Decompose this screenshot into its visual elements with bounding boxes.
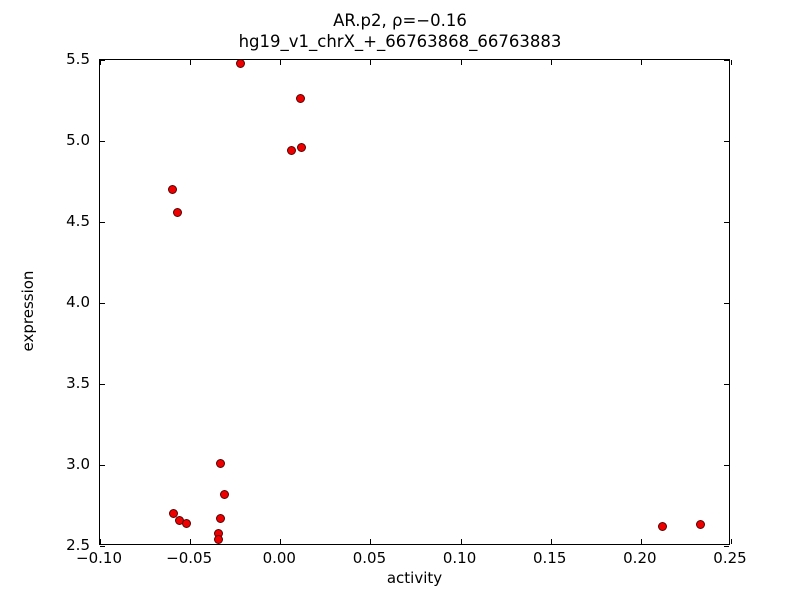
y-axis-tick (100, 465, 105, 466)
data-point (297, 142, 307, 152)
data-point (286, 146, 296, 156)
y-axis-label: expression (19, 270, 37, 352)
x-axis-tick-label: 0.05 (352, 549, 387, 567)
y-axis-tick (100, 303, 105, 304)
data-point (657, 522, 667, 532)
x-axis-tick-top (370, 60, 372, 65)
x-axis-label: activity (386, 569, 443, 587)
x-axis-tick-label: 0.10 (442, 549, 477, 567)
data-point (182, 518, 192, 528)
y-axis-tick-label: 3.5 (66, 374, 90, 392)
y-axis-tick-right (724, 141, 729, 142)
x-axis-tick (640, 539, 642, 544)
y-axis-tick (100, 60, 105, 61)
chart-title: AR.p2, ρ=−0.16 hg19_v1_chrX_+_66763868_6… (0, 10, 800, 52)
y-axis-tick-right (724, 222, 729, 223)
y-axis-tick-right (724, 384, 729, 385)
plot-data-area (100, 60, 729, 544)
y-axis-tick-right (724, 546, 729, 547)
x-axis-tick-top (100, 60, 101, 65)
y-axis-tick (100, 384, 105, 385)
y-axis-tick-label: 5.5 (66, 50, 90, 68)
y-axis-tick-label: 4.0 (66, 293, 90, 311)
data-point (219, 489, 229, 499)
x-axis-tick-label: −0.10 (76, 549, 122, 567)
data-point (167, 185, 177, 195)
x-axis-tick-label: 0.15 (533, 549, 567, 567)
x-axis-tick-top (731, 60, 732, 65)
y-axis-tick-label: 2.5 (66, 536, 90, 554)
x-axis-tick-top (460, 60, 462, 65)
chart-title-line-1: AR.p2, ρ=−0.16 (333, 11, 467, 30)
y-axis-tick-right (724, 465, 729, 466)
y-axis-tick (100, 222, 105, 223)
y-axis-tick (100, 546, 105, 547)
x-axis-tick (550, 539, 552, 544)
x-axis-tick-label: 0.25 (713, 549, 747, 567)
plot-axes-frame (99, 59, 732, 547)
x-axis-tick-label: 0.00 (262, 549, 296, 567)
x-axis-tick (370, 539, 372, 544)
data-point (295, 94, 305, 104)
x-axis-tick (190, 539, 192, 544)
x-axis-tick (280, 539, 282, 544)
data-point (214, 535, 224, 544)
x-axis-tick (460, 539, 462, 544)
data-point (695, 520, 705, 530)
x-axis-tick-top (190, 60, 192, 65)
x-axis-tick-top (640, 60, 642, 65)
x-axis-tick (731, 539, 732, 544)
x-axis-tick-label: −0.05 (166, 549, 213, 567)
data-point (216, 458, 226, 468)
x-axis-tick-top (550, 60, 552, 65)
chart-title-line-2: hg19_v1_chrX_+_66763868_66763883 (238, 32, 562, 51)
y-axis-tick-label: 4.5 (66, 212, 90, 230)
x-axis-tick-top (280, 60, 282, 65)
y-axis-tick-right (724, 303, 729, 304)
x-axis-tick-label: 0.20 (623, 549, 657, 567)
y-axis-tick-right (724, 60, 729, 61)
y-axis-tick-label: 5.0 (66, 131, 90, 149)
y-axis-tick-label: 3.0 (66, 455, 90, 473)
y-axis-tick (100, 141, 105, 142)
data-point (216, 513, 226, 523)
x-axis-tick (100, 539, 101, 544)
data-point (236, 60, 246, 68)
data-point (173, 207, 183, 217)
data-point (169, 509, 179, 519)
